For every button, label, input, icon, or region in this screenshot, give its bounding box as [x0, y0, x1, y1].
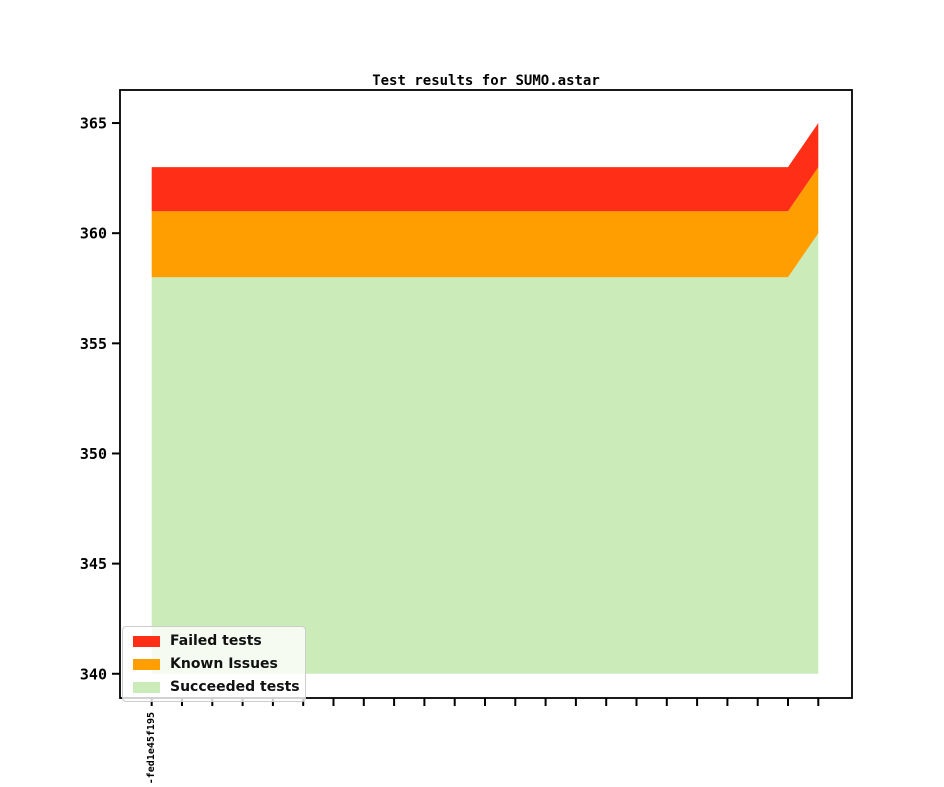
legend-item-known-issues: Known Issues — [133, 656, 295, 672]
y-tick-label: 360 — [80, 225, 107, 243]
legend-item-failed-tests: Failed tests — [133, 633, 295, 649]
y-axis-ticks: 340 345 350 355 360 365 — [80, 115, 120, 683]
area-known-issues — [151, 167, 819, 278]
y-tick-label: 355 — [80, 335, 107, 353]
area-failed-tests — [151, 123, 819, 212]
y-tick-label: 350 — [80, 445, 107, 463]
legend-label-succeeded-tests: Succeeded tests — [170, 679, 300, 695]
chart-title: Test results for SUMO.astar — [372, 73, 600, 89]
area-succeeded-tests — [151, 233, 819, 674]
y-tick-label: 365 — [80, 115, 107, 133]
y-tick-label: 345 — [80, 555, 107, 573]
legend: Failed tests Known Issues Succeeded test… — [122, 626, 306, 702]
x-tick-label: -fed1e45f195 — [146, 712, 157, 784]
stacked-areas — [151, 123, 819, 674]
legend-item-succeeded-tests: Succeeded tests — [133, 679, 300, 695]
legend-label-known-issues: Known Issues — [170, 656, 278, 672]
legend-swatch-succeeded-tests — [133, 681, 160, 693]
legend-label-failed-tests: Failed tests — [170, 633, 262, 649]
legend-swatch-known-issues — [133, 658, 160, 670]
x-axis-ticks: -fed1e45f195 — [146, 698, 820, 784]
y-tick-label: 340 — [80, 665, 107, 683]
legend-swatch-failed-tests — [133, 635, 160, 647]
